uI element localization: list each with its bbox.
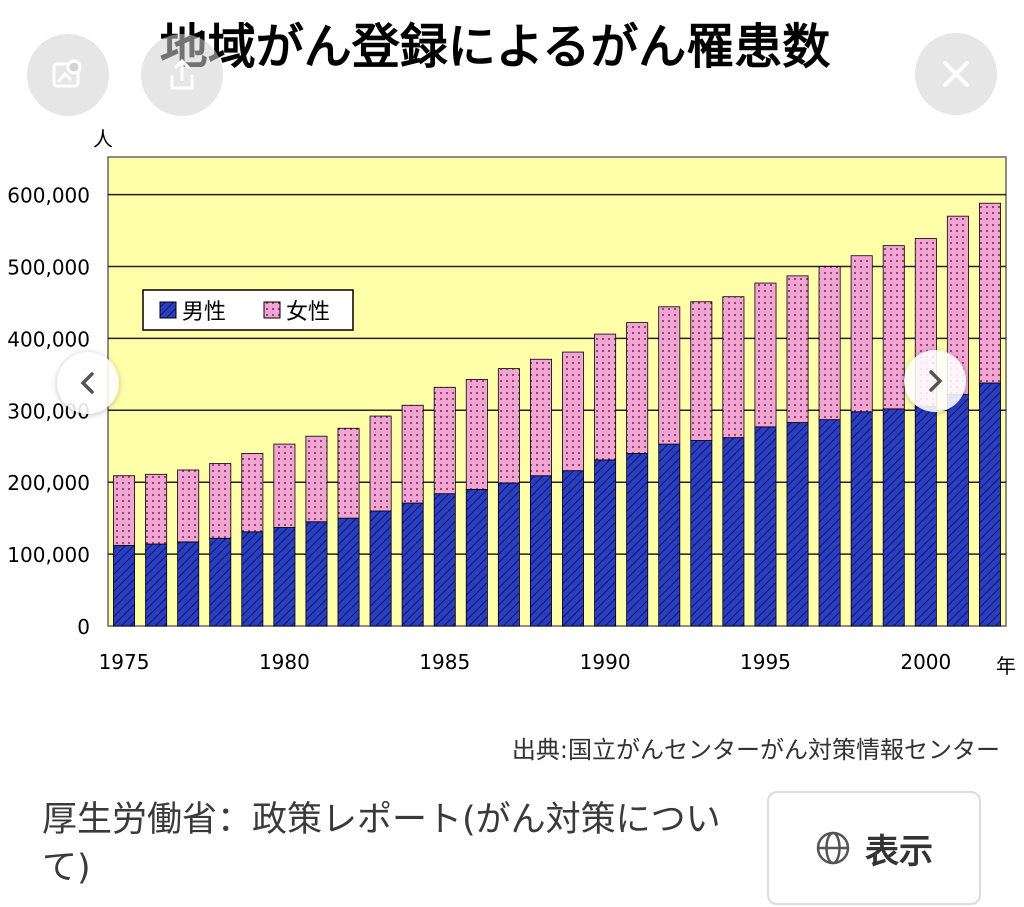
- y-tick-label: 400,000: [7, 327, 90, 351]
- bar-male-1991: [626, 453, 649, 627]
- bar-male-1978: [209, 537, 232, 627]
- bar-male-1988: [529, 475, 552, 627]
- x-axis-unit: 年: [996, 654, 1016, 678]
- bar-female-1988: [529, 358, 552, 477]
- bar-male-1998: [850, 411, 873, 627]
- bar-female-1980: [273, 443, 296, 528]
- bar-male-1997: [818, 419, 841, 627]
- bar-female-1979: [241, 453, 264, 533]
- bar-female-1995: [754, 282, 777, 428]
- bar-female-1987: [497, 368, 520, 484]
- y-tick-label: 0: [77, 615, 90, 639]
- bar-female-1975: [113, 475, 136, 546]
- x-tick-label: 1990: [580, 650, 631, 674]
- close-icon: [943, 61, 969, 87]
- bar-male-1976: [145, 543, 168, 627]
- y-tick-label: 200,000: [7, 471, 90, 495]
- visual-search-icon: [52, 59, 82, 88]
- chevron-right-icon: [929, 370, 943, 392]
- image-caption-link[interactable]: 厚生労働省：政策レポート(がん対策について): [42, 800, 721, 888]
- bar-male-1979: [241, 531, 264, 627]
- bar-male-1977: [177, 541, 200, 627]
- bar-male-1994: [722, 437, 745, 627]
- x-tick-label: 1995: [740, 650, 791, 674]
- bar-male-1999: [882, 408, 905, 627]
- previous-image-button[interactable]: [57, 352, 119, 414]
- source-credit: 出典:国立がんセンターがん対策情報センター: [511, 736, 1000, 764]
- x-tick-label: 1975: [99, 650, 150, 674]
- x-tick-label: 1985: [419, 650, 470, 674]
- bar-male-1995: [754, 426, 777, 627]
- image-viewer: 地域がん登録によるがん罹患数 0 100,000 200,000 300,000 400…: [7, 19, 1016, 678]
- bar-female-1986: [465, 378, 488, 490]
- bar-male-1982: [337, 517, 360, 627]
- bar-female-1999: [882, 245, 905, 410]
- chart: 地域がん登録によるがん罹患数 0100,000200,000300,000400…: [7, 19, 1016, 678]
- bar-male-1986: [465, 488, 488, 627]
- bar-male-1985: [433, 493, 456, 627]
- bar-female-1997: [818, 266, 841, 421]
- y-axis-unit: 人: [93, 127, 113, 151]
- bar-male-1984: [401, 502, 424, 627]
- share-icon: [170, 58, 194, 90]
- bar-male-1989: [562, 470, 585, 627]
- bar-female-1992: [658, 306, 681, 445]
- bar-female-1985: [433, 386, 456, 495]
- y-tick-label: 600,000: [7, 184, 90, 208]
- show-button[interactable]: 表示: [767, 791, 981, 905]
- bar-female-1977: [177, 469, 200, 543]
- legend: 男性 女性: [142, 289, 354, 331]
- bar-female-1984: [401, 404, 424, 504]
- legend-label-male: 男性: [182, 300, 226, 325]
- bar-male-1980: [273, 527, 296, 627]
- bar-female-1998: [850, 255, 873, 413]
- bar-male-2001: [946, 394, 969, 627]
- bar-male-2002: [978, 382, 1001, 627]
- bar-male-1996: [786, 422, 809, 627]
- chevron-left-icon: [80, 372, 94, 394]
- bar-female-1996: [786, 275, 809, 423]
- x-tick-label: 2000: [900, 650, 951, 674]
- bar-male-1987: [497, 482, 520, 627]
- legend-label-female: 女性: [286, 300, 330, 325]
- x-tick-label: 1980: [259, 650, 310, 674]
- bar-male-1993: [690, 440, 713, 627]
- visual-search-button[interactable]: [27, 34, 109, 116]
- bar-female-1994: [722, 296, 745, 439]
- globe-icon: [816, 831, 850, 865]
- y-tick-label: 100,000: [7, 543, 90, 567]
- bar-female-1990: [594, 333, 617, 461]
- bar-male-2000: [914, 406, 937, 627]
- bar-female-1993: [690, 301, 713, 441]
- y-tick-label: 500,000: [7, 256, 90, 280]
- bar-female-1982: [337, 427, 360, 519]
- bar-male-1981: [305, 521, 328, 627]
- bar-female-1978: [209, 463, 232, 539]
- legend-swatch-male: [159, 301, 177, 319]
- bar-female-1989: [562, 351, 585, 472]
- bar-male-1975: [113, 545, 136, 627]
- legend-swatch-female: [263, 301, 281, 319]
- bar-female-2002: [978, 202, 1001, 384]
- close-button[interactable]: [915, 33, 997, 115]
- bar-male-1983: [369, 510, 392, 627]
- show-button-label: 表示: [865, 831, 933, 872]
- bar-female-1983: [369, 415, 392, 512]
- share-button[interactable]: [141, 34, 223, 116]
- next-image-button[interactable]: [904, 350, 966, 412]
- bar-female-1991: [626, 322, 649, 454]
- chart-title: 地域がん登録によるがん罹患数: [160, 19, 831, 75]
- bar-male-1992: [658, 443, 681, 627]
- bar-male-1990: [594, 459, 617, 627]
- bar-female-1981: [305, 435, 328, 523]
- bar-female-1976: [145, 473, 168, 545]
